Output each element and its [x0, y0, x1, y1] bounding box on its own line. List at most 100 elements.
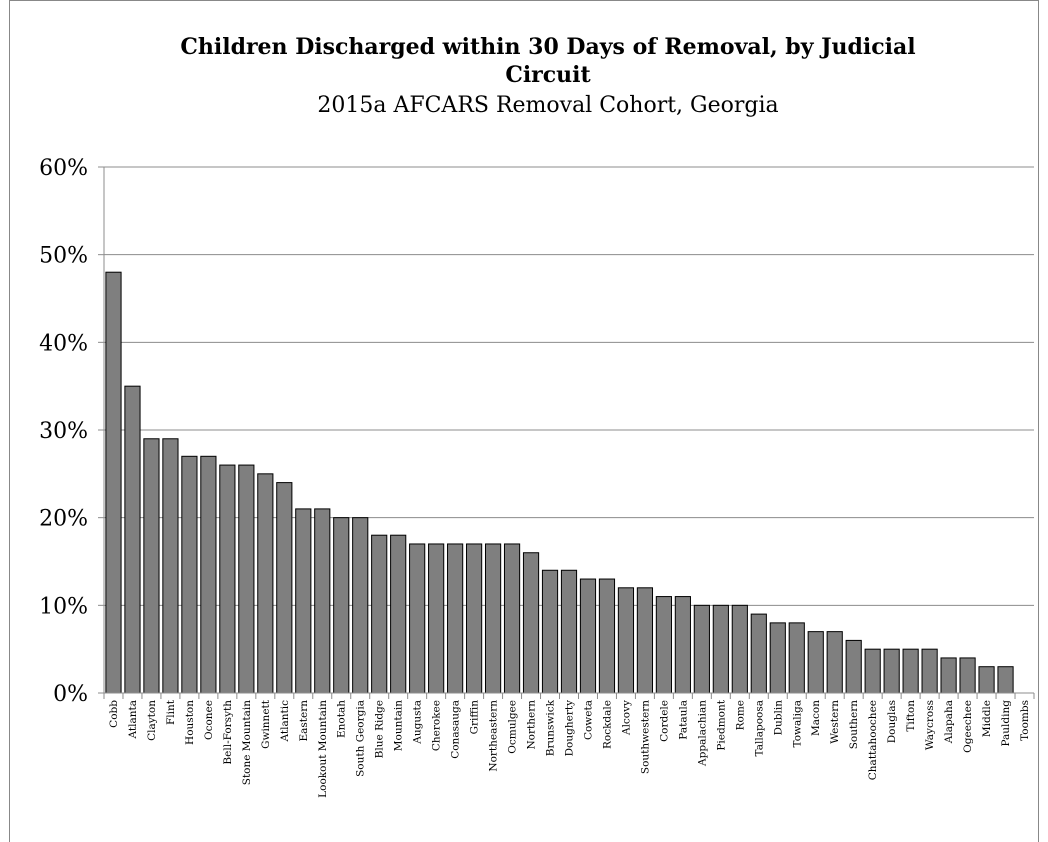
- x-tick-label: Bell-Forsyth: [222, 700, 234, 765]
- bar: [143, 438, 160, 694]
- x-tick-label: Enotah: [336, 700, 348, 738]
- bar: [636, 587, 654, 694]
- x-tick-label: Ogeechee: [962, 700, 974, 753]
- bar: [750, 613, 767, 694]
- x-tick-label: Western: [829, 700, 841, 744]
- y-axis-ticks: 0% 10% 20% 30% 40% 50% 60%: [39, 156, 88, 707]
- y-tick-label: 40%: [39, 331, 88, 356]
- x-tick-label: Douglas: [886, 700, 898, 743]
- x-tick-label: Clayton: [146, 700, 158, 741]
- chart-title-line-1: Children Discharged within 30 Days of Re…: [180, 34, 915, 60]
- x-tick-label: Brunswick: [545, 699, 557, 756]
- x-tick-label: Houston: [184, 700, 196, 745]
- x-tick-label: Alcovy: [620, 700, 632, 736]
- x-tick-label: Cobb: [108, 700, 120, 728]
- x-tick-label: Blue Ridge: [374, 700, 386, 758]
- bar: [503, 543, 521, 694]
- bar: [902, 648, 919, 694]
- bar: [257, 473, 274, 694]
- x-tick-label: Lookout Mountain: [317, 700, 329, 798]
- bar: [181, 455, 198, 694]
- x-tick-label: Cherokee: [431, 700, 443, 751]
- x-tick-label: Tallapoosa: [753, 700, 765, 756]
- y-tick-label: 50%: [39, 244, 88, 269]
- x-tick-label: Cordele: [658, 700, 670, 742]
- x-tick-label: Griffin: [469, 700, 481, 735]
- bar: [617, 587, 635, 694]
- bar: [276, 482, 293, 694]
- x-tick-label: Mountain: [393, 700, 405, 751]
- x-tick-label: Towaliga: [791, 700, 803, 747]
- bar: [428, 543, 445, 694]
- bar: [769, 622, 786, 694]
- bar: [541, 569, 559, 694]
- bar: [883, 648, 900, 694]
- x-tick-label: Augusta: [412, 700, 424, 745]
- bar: [674, 596, 691, 694]
- x-tick-label: Southern: [848, 700, 860, 749]
- y-tick-label: 0%: [53, 682, 88, 707]
- bar: [314, 508, 331, 694]
- x-tick-label: Middle: [981, 700, 993, 737]
- chart-title-line-2: Circuit: [505, 62, 591, 88]
- bar: [579, 578, 597, 694]
- x-tick-label: Northeastern: [488, 700, 500, 772]
- bar: [162, 438, 179, 694]
- bar: [826, 631, 843, 694]
- bar: [371, 534, 388, 694]
- x-tick-label: Coweta: [582, 700, 594, 740]
- x-tick-label: Atlantic: [279, 700, 291, 743]
- x-tick-label: Rome: [734, 700, 746, 730]
- bar: [845, 639, 862, 694]
- x-tick-label: Atlanta: [127, 700, 139, 739]
- bar: [921, 648, 938, 694]
- bar: [997, 666, 1014, 694]
- x-axis-ticks: Cobb Atlanta Clayton Flint Houston Oconee Bell…: [108, 699, 1031, 798]
- y-tick-label: 60%: [39, 156, 88, 181]
- x-tick-label: Tifton: [905, 700, 917, 732]
- chart-subtitle: 2015a AFCARS Removal Cohort, Georgia: [317, 93, 778, 118]
- bar: [333, 517, 350, 694]
- x-tick-label: Eastern: [298, 700, 310, 742]
- bar: [864, 648, 881, 694]
- x-tick-label: South Georgia: [355, 700, 367, 777]
- x-tick-label: Flint: [165, 699, 177, 725]
- bar: [522, 552, 540, 694]
- bar: [978, 666, 995, 694]
- y-tick-label: 10%: [39, 594, 88, 619]
- bar: [598, 578, 616, 694]
- axes: [103, 167, 1035, 699]
- chart-frame: [9, 0, 1039, 842]
- bar: [200, 455, 217, 694]
- x-tick-label: Conasauga: [450, 700, 462, 759]
- x-tick-label: Dublin: [772, 700, 784, 736]
- bar: [731, 604, 748, 694]
- bar: [560, 569, 578, 694]
- x-tick-label: Dougherty: [564, 700, 576, 756]
- bar: [466, 543, 483, 694]
- bar: [940, 657, 957, 694]
- y-tick-label: 20%: [39, 507, 88, 532]
- bars: [105, 271, 1014, 694]
- x-tick-label: Toombs: [1019, 700, 1031, 741]
- bar: [295, 508, 312, 694]
- x-tick-label: Rockdale: [601, 700, 613, 749]
- bar: [712, 604, 729, 694]
- bar: [807, 631, 824, 694]
- x-tick-label: Appalachian: [696, 700, 708, 767]
- bar: [655, 596, 672, 694]
- x-tick-label: Ocmulgee: [507, 700, 519, 754]
- bar: [959, 657, 976, 694]
- bar: [105, 271, 122, 694]
- bar: [409, 543, 426, 694]
- x-tick-label: Paulding: [1000, 700, 1012, 747]
- bar: [390, 534, 407, 694]
- bar: [219, 464, 236, 694]
- bar: [788, 622, 805, 694]
- x-tick-label: Gwinnett: [260, 699, 272, 749]
- x-tick-label: Waycross: [924, 700, 936, 750]
- bar: [124, 385, 141, 694]
- x-tick-label: Oconee: [203, 700, 215, 740]
- bar: [238, 464, 255, 694]
